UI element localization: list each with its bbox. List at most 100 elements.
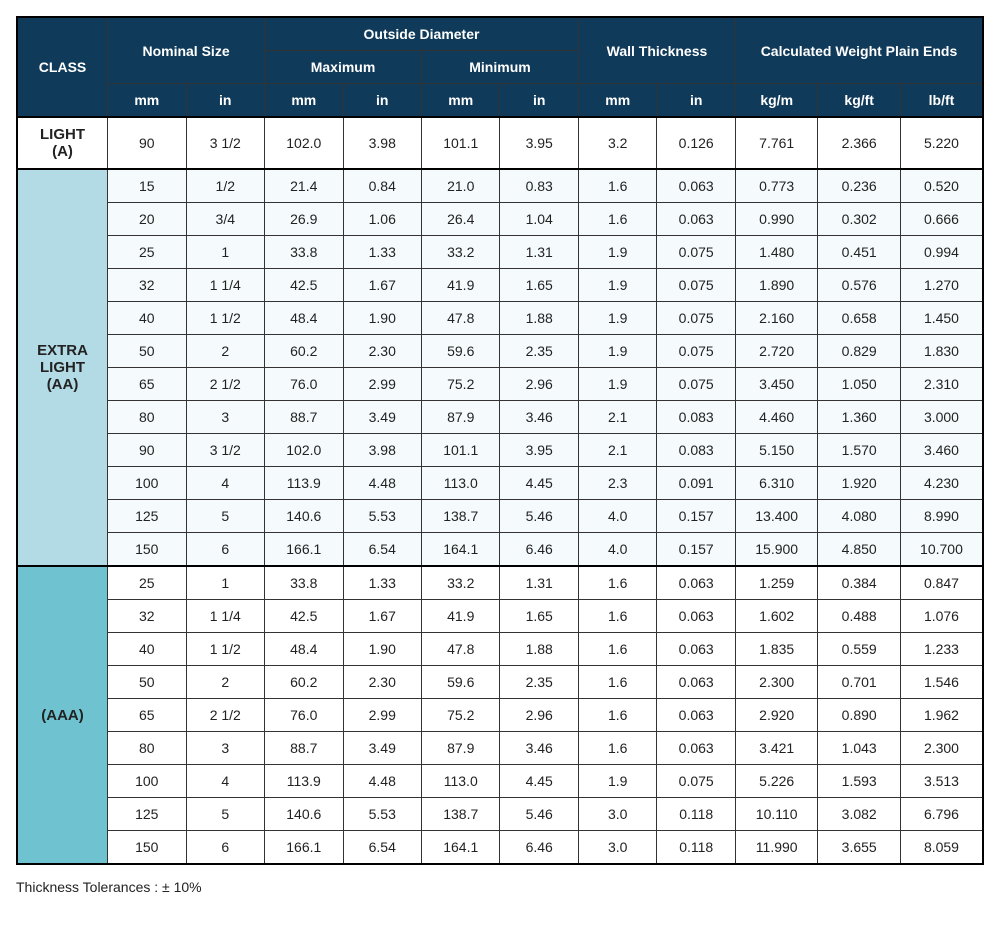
table-row: 203/426.91.0626.41.041.60.0630.9900.3020… bbox=[17, 203, 983, 236]
cell-w_kgft: 1.050 bbox=[818, 368, 901, 401]
class-cell-extra: EXTRA LIGHT(AA) bbox=[17, 169, 108, 566]
cell-odmin_mm: 75.2 bbox=[422, 699, 500, 732]
cell-odmax_mm: 33.8 bbox=[265, 566, 343, 600]
col-outside-diameter: Outside Diameter bbox=[265, 17, 579, 51]
cell-wt_in: 0.075 bbox=[657, 765, 735, 798]
cell-ns_mm: 125 bbox=[108, 500, 186, 533]
cell-wt_mm: 1.9 bbox=[578, 335, 656, 368]
cell-wt_in: 0.075 bbox=[657, 236, 735, 269]
cell-wt_mm: 1.6 bbox=[578, 699, 656, 732]
col-od-max: Maximum bbox=[265, 51, 422, 84]
cell-odmin_in: 3.95 bbox=[500, 434, 578, 467]
cell-w_lbft: 0.847 bbox=[900, 566, 983, 600]
cell-odmin_mm: 164.1 bbox=[422, 533, 500, 567]
cell-odmax_mm: 21.4 bbox=[265, 169, 343, 203]
cell-wt_in: 0.075 bbox=[657, 335, 735, 368]
cell-wt_mm: 1.6 bbox=[578, 732, 656, 765]
class-cell-light: LIGHT(A) bbox=[17, 117, 108, 169]
cell-odmax_in: 1.90 bbox=[343, 633, 421, 666]
cell-w_kgft: 0.701 bbox=[818, 666, 901, 699]
cell-wt_mm: 1.9 bbox=[578, 765, 656, 798]
cell-odmin_mm: 41.9 bbox=[422, 269, 500, 302]
cell-odmin_in: 1.31 bbox=[500, 236, 578, 269]
cell-odmin_mm: 21.0 bbox=[422, 169, 500, 203]
cell-ns_in: 3 bbox=[186, 401, 265, 434]
table-row: 401 1/248.41.9047.81.881.90.0752.1600.65… bbox=[17, 302, 983, 335]
cell-wt_in: 0.126 bbox=[657, 117, 735, 169]
unit-odmax-in: in bbox=[343, 84, 421, 118]
cell-ns_mm: 65 bbox=[108, 699, 186, 732]
cell-wt_in: 0.063 bbox=[657, 566, 735, 600]
cell-w_kgft: 0.576 bbox=[818, 269, 901, 302]
cell-w_kgm: 3.450 bbox=[735, 368, 818, 401]
cell-w_kgm: 5.226 bbox=[735, 765, 818, 798]
table-body: LIGHT(A)903 1/2102.03.98101.13.953.20.12… bbox=[17, 117, 983, 864]
col-weight: Calculated Weight Plain Ends bbox=[735, 17, 983, 84]
cell-w_kgft: 0.890 bbox=[818, 699, 901, 732]
cell-w_kgft: 1.593 bbox=[818, 765, 901, 798]
unit-lbft: lb/ft bbox=[900, 84, 983, 118]
cell-odmax_in: 2.30 bbox=[343, 666, 421, 699]
table-row: 80388.73.4987.93.461.60.0633.4211.0432.3… bbox=[17, 732, 983, 765]
cell-odmin_in: 2.35 bbox=[500, 335, 578, 368]
cell-w_kgm: 5.150 bbox=[735, 434, 818, 467]
cell-ns_mm: 100 bbox=[108, 467, 186, 500]
cell-wt_mm: 1.6 bbox=[578, 633, 656, 666]
cell-odmax_in: 2.99 bbox=[343, 699, 421, 732]
cell-wt_in: 0.157 bbox=[657, 533, 735, 567]
cell-odmin_mm: 59.6 bbox=[422, 335, 500, 368]
cell-w_kgft: 0.488 bbox=[818, 600, 901, 633]
cell-odmax_in: 4.48 bbox=[343, 467, 421, 500]
cell-ns_mm: 40 bbox=[108, 302, 186, 335]
cell-wt_mm: 1.6 bbox=[578, 203, 656, 236]
cell-wt_in: 0.063 bbox=[657, 666, 735, 699]
cell-odmax_in: 1.33 bbox=[343, 566, 421, 600]
cell-ns_in: 2 1/2 bbox=[186, 368, 265, 401]
cell-w_kgm: 7.761 bbox=[735, 117, 818, 169]
cell-w_lbft: 1.962 bbox=[900, 699, 983, 732]
cell-odmin_in: 1.88 bbox=[500, 302, 578, 335]
cell-wt_in: 0.075 bbox=[657, 368, 735, 401]
cell-odmin_mm: 164.1 bbox=[422, 831, 500, 865]
col-wall-thickness: Wall Thickness bbox=[578, 17, 735, 84]
table-row: 50260.22.3059.62.351.60.0632.3000.7011.5… bbox=[17, 666, 983, 699]
cell-odmin_in: 5.46 bbox=[500, 798, 578, 831]
cell-wt_mm: 1.6 bbox=[578, 566, 656, 600]
cell-ns_in: 1 1/4 bbox=[186, 269, 265, 302]
cell-odmax_in: 3.98 bbox=[343, 434, 421, 467]
table-row: 1255140.65.53138.75.464.00.15713.4004.08… bbox=[17, 500, 983, 533]
cell-odmin_in: 6.46 bbox=[500, 831, 578, 865]
cell-w_lbft: 2.310 bbox=[900, 368, 983, 401]
cell-ns_in: 1 1/4 bbox=[186, 600, 265, 633]
cell-odmax_mm: 42.5 bbox=[265, 269, 343, 302]
cell-ns_mm: 50 bbox=[108, 335, 186, 368]
cell-odmax_in: 0.84 bbox=[343, 169, 421, 203]
cell-odmin_in: 1.04 bbox=[500, 203, 578, 236]
cell-odmax_in: 3.49 bbox=[343, 401, 421, 434]
cell-w_lbft: 8.990 bbox=[900, 500, 983, 533]
cell-wt_mm: 3.2 bbox=[578, 117, 656, 169]
cell-wt_in: 0.091 bbox=[657, 467, 735, 500]
cell-w_lbft: 1.233 bbox=[900, 633, 983, 666]
cell-ns_mm: 25 bbox=[108, 236, 186, 269]
cell-odmin_in: 1.65 bbox=[500, 269, 578, 302]
cell-w_kgft: 3.655 bbox=[818, 831, 901, 865]
cell-odmin_in: 4.45 bbox=[500, 765, 578, 798]
cell-odmax_mm: 60.2 bbox=[265, 666, 343, 699]
cell-odmax_in: 3.98 bbox=[343, 117, 421, 169]
cell-ns_in: 1 1/2 bbox=[186, 302, 265, 335]
cell-wt_mm: 2.1 bbox=[578, 401, 656, 434]
col-nominal-size: Nominal Size bbox=[108, 17, 265, 84]
unit-kgft: kg/ft bbox=[818, 84, 901, 118]
cell-w_lbft: 1.270 bbox=[900, 269, 983, 302]
cell-odmin_mm: 138.7 bbox=[422, 500, 500, 533]
cell-odmin_mm: 33.2 bbox=[422, 566, 500, 600]
cell-ns_in: 4 bbox=[186, 765, 265, 798]
cell-odmin_in: 1.88 bbox=[500, 633, 578, 666]
cell-odmax_in: 1.33 bbox=[343, 236, 421, 269]
cell-w_kgft: 2.366 bbox=[818, 117, 901, 169]
cell-wt_in: 0.075 bbox=[657, 269, 735, 302]
cell-w_kgm: 2.720 bbox=[735, 335, 818, 368]
cell-w_kgm: 1.259 bbox=[735, 566, 818, 600]
cell-ns_mm: 40 bbox=[108, 633, 186, 666]
